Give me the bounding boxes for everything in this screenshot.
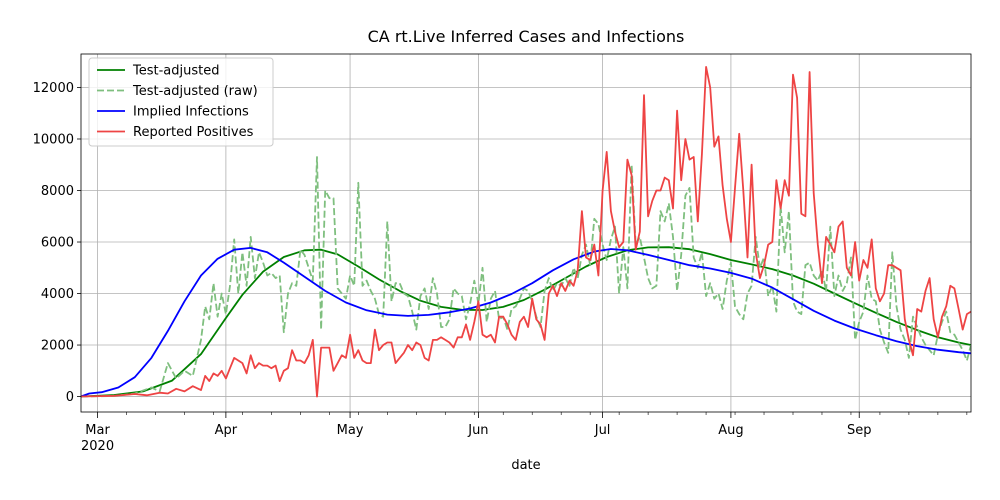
x-tick-label: May [337,423,364,438]
y-tick-label: 12000 [33,81,74,96]
y-tick-label: 0 [66,390,74,405]
series-line-reported-positives [81,66,971,398]
series-line-implied-infections [81,247,971,398]
legend-label: Test-adjusted (raw) [132,84,258,99]
x-tick-label: Jul [594,423,611,438]
axes-frame [80,53,972,413]
legend-label: Test-adjusted [132,64,219,79]
series-line-test-adjusted-raw [81,156,971,398]
y-tick-label: 8000 [41,184,74,199]
y-tick-label: 6000 [41,236,74,251]
chart-title: CA rt.Live Inferred Cases and Infections [368,27,685,46]
x-tick-label: Aug [718,423,743,438]
x-axis-label: date [511,458,540,473]
x-tick-label: Apr [215,423,238,438]
x-tick-label: Mar [85,423,110,438]
legend-label: Reported Positives [133,125,254,140]
y-tick-label: 2000 [41,339,74,354]
x-tick-label: Jun [467,423,488,438]
y-tick-label: 4000 [41,287,74,302]
x-tick-sublabel: 2020 [81,439,114,454]
legend-box [88,57,274,147]
x-tick-label: Sep [847,423,872,438]
y-tick-label: 10000 [33,132,74,147]
legend-label: Implied Infections [133,105,249,120]
